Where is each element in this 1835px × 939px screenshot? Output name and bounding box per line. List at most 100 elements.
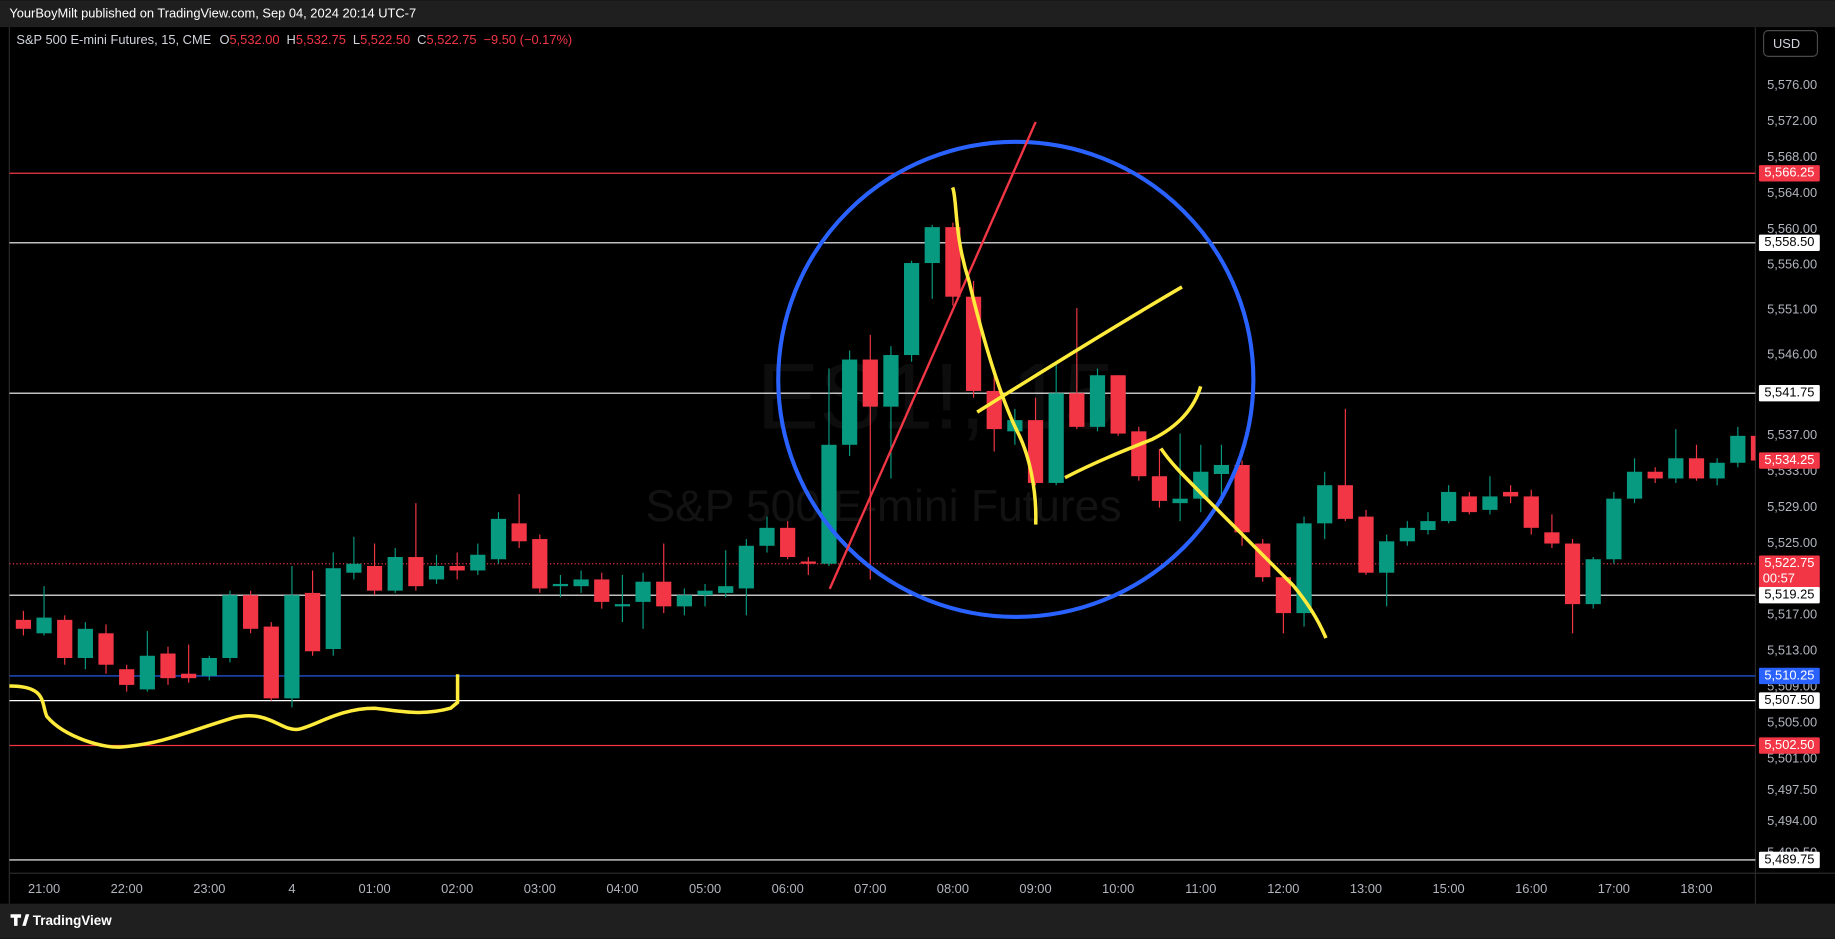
x-tick-label: 06:00 [772,881,804,896]
x-tick-label: 4 [288,881,295,896]
x-tick-label: 16:00 [1515,881,1547,896]
brush-drawing [976,285,1183,414]
y-tick-label: 5,497.50 [1767,782,1817,797]
candle-body [449,565,465,571]
candle-body [1172,498,1188,504]
y-tick-label: 5,505.00 [1767,714,1817,729]
candle-body [1647,471,1663,479]
x-tick-label: 12:00 [1267,881,1299,896]
candle-body [201,657,217,676]
x-tick-label: 02:00 [441,881,473,896]
candle-body [263,626,279,699]
candle-body [1668,458,1684,479]
candle-body [594,579,610,602]
y-tick-label: 5,568.00 [1767,149,1817,164]
level-label: 5,519.25 [1764,587,1814,602]
candle-body [1089,375,1106,427]
candle-body [1585,559,1601,605]
candle-body [1441,491,1457,522]
candle-body [1688,458,1705,479]
candle-body [15,619,32,629]
y-tick-label: 5,513.00 [1767,643,1817,658]
brand-logo [10,914,30,926]
x-tick-label: 03:00 [524,881,556,896]
candle-body [98,633,114,665]
candle-body [1069,393,1085,427]
legend-value: 5,522.75 [426,33,476,48]
y-tick-label: 5,556.00 [1767,257,1817,272]
candle-body [862,359,878,407]
legend-label: C [417,33,426,48]
candle-body [36,617,52,634]
level-countdown: 00:57 [1763,570,1795,585]
level-label-box [1758,586,1820,604]
candle-body [470,554,486,571]
currency[interactable]: USD [1773,36,1800,51]
candle-body [77,628,93,658]
brush-drawing [1159,447,1328,639]
level-label-box [1758,737,1820,754]
y-tick-label: 5,560.00 [1767,221,1817,236]
x-tick-label: 09:00 [1019,881,1051,896]
candle-body [119,669,135,685]
time-axis: 21:00 22:00 23:00 4 01:00 02:00 03:00 04:00 05:0… [28,881,1713,896]
brand: TradingView [33,913,112,928]
level-label-box [1758,692,1820,709]
candle-body [325,568,341,650]
x-tick-label: 05:00 [689,881,721,896]
candle-body [945,227,961,297]
y-tick-label: 5,576.00 [1767,77,1817,92]
candle-body [346,563,362,573]
level-label: 5,566.25 [1764,165,1814,180]
candle-body [965,296,982,391]
candle-body [160,653,176,679]
candle-body [1358,516,1374,573]
symbol-legend: S&P 500 E-mini Futures, 15, CME O5,532.00… [16,33,572,48]
y-tick-label: 5,517.00 [1767,607,1817,622]
currency-box[interactable] [1763,30,1819,57]
level-label: 5,541.75 [1764,385,1814,400]
level-label-box [1758,667,1820,685]
y-tick-label: 5,501.00 [1767,750,1817,765]
trend-line-drawing [828,121,1037,590]
legend-value: 5,532.00 [229,33,279,48]
candle-body [1523,496,1539,528]
y-tick-label: 5,551.00 [1767,302,1817,317]
y-tick-label: 5,564.00 [1767,185,1817,200]
plot-area [9,172,1756,861]
candle-body [1296,523,1312,614]
candle-body [759,527,775,546]
candle-body [903,263,920,356]
level-label: 5,534.25 [1764,452,1814,467]
y-tick-label: 5,525.00 [1767,535,1817,550]
candle-body [532,539,548,589]
level-label-box [1758,384,1820,402]
x-tick-label: 21:00 [28,881,60,896]
legend-value: 5,522.50 [360,33,410,48]
legend-label: L [353,33,360,48]
legend-value: 5,532.75 [296,33,346,48]
level-label: 5,507.50 [1764,692,1814,707]
candle-body [1482,496,1498,510]
legend-change: −9.50 (−0.17%) [484,33,573,48]
brush-drawing [1064,385,1203,480]
currency-button[interactable]: USD [1763,30,1819,57]
candle-body [924,227,940,264]
candle-body [697,590,713,596]
candle-body [552,583,569,587]
candle-body [883,355,899,407]
level-label: 5,510.25 [1764,667,1814,682]
y-tick-label: 5,546.00 [1767,346,1817,361]
x-tick-label: 07:00 [854,881,886,896]
candle-body [1626,471,1643,499]
candle-body [243,595,259,629]
legend-label: O [219,33,229,48]
candle-body [511,523,527,542]
candle-body [1750,435,1756,461]
level-label-box [1758,851,1820,869]
candle-body [676,595,692,607]
x-tick-label: 04:00 [606,881,638,896]
candle-body [181,673,197,679]
x-tick-label: 11:00 [1185,881,1216,896]
